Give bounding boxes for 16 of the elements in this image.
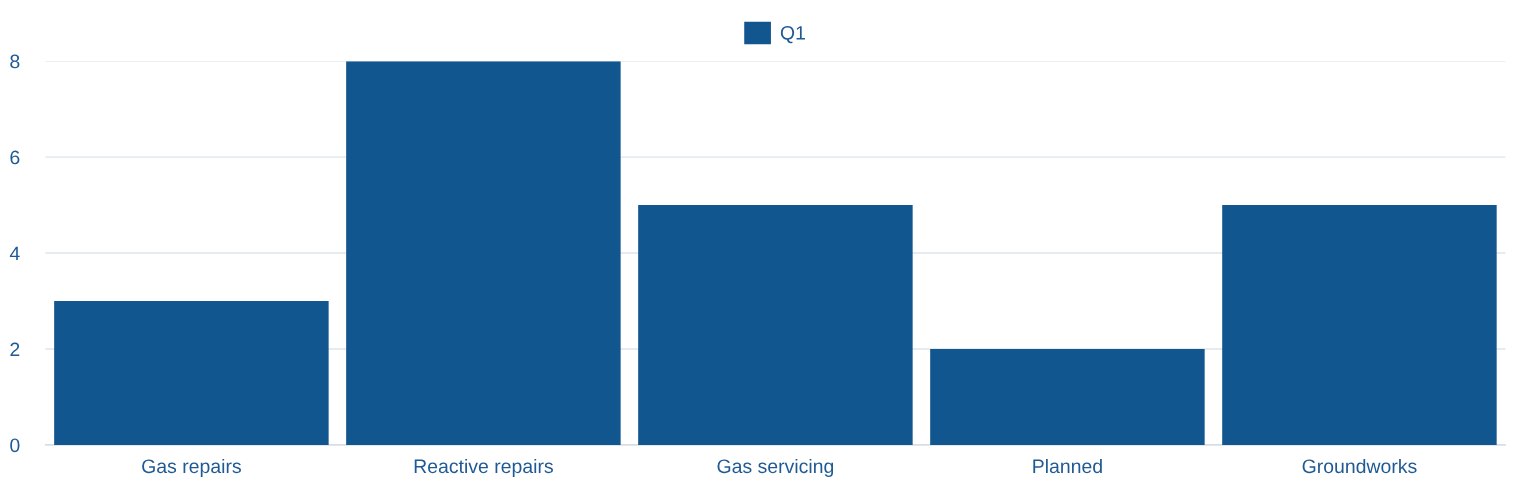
legend-label: Q1 [780,25,805,44]
y-tick-label: 8 [10,54,20,69]
bar [638,205,913,445]
y-tick-label: 0 [10,438,20,453]
x-tick-label: Reactive repairs [414,458,553,477]
x-tick-label: Planned [1033,458,1102,474]
x-tick-label: Groundworks [1302,458,1417,474]
y-tick-label: 6 [10,150,20,165]
bar [1222,205,1497,445]
y-tick-label: 4 [9,246,20,261]
bar [54,301,329,445]
bar [930,349,1205,445]
x-tick-label: Gas repairs [142,458,241,477]
bar [346,61,621,445]
x-tick-label: Gas servicing [717,458,834,477]
y-tick-label: 2 [10,342,20,357]
